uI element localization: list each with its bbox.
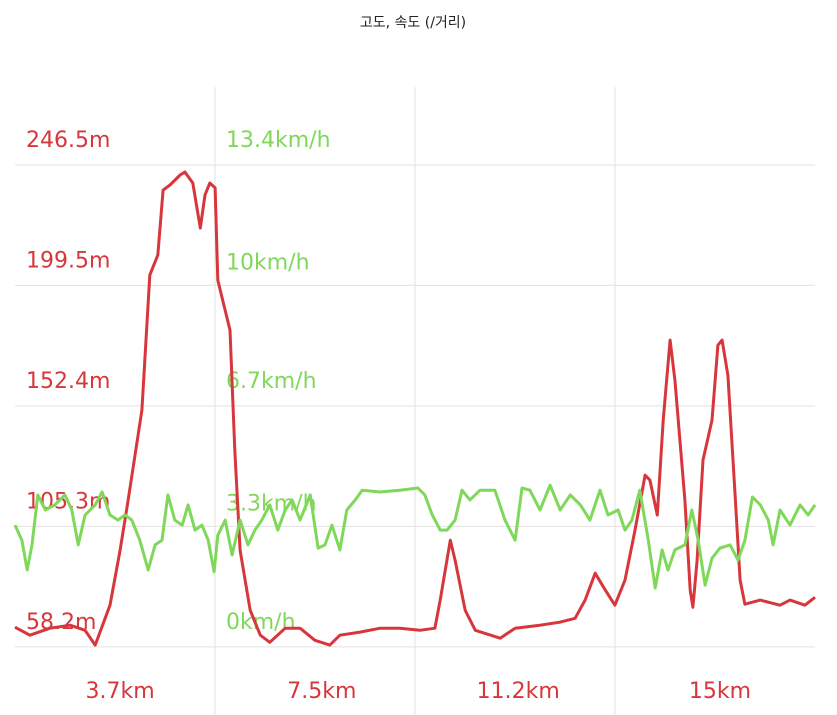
y2-tick-label: 6.7km/h (226, 369, 317, 394)
x-tick-label: 15km (689, 679, 751, 704)
chart-title: 고도, 속도 (/거리) (360, 15, 466, 31)
y-tick-label: 246.5m (26, 128, 110, 153)
x-tick-label: 7.5km (287, 679, 356, 704)
y2-tick-label: 0km/h (226, 610, 296, 635)
y2-tick-label: 13.4km/h (226, 128, 331, 153)
data-line (13, 483, 817, 590)
x-tick-label: 3.7km (86, 679, 155, 704)
y2-tick-label: 10km/h (226, 250, 310, 275)
y-tick-label: 152.4m (26, 369, 110, 394)
y-tick-label: 199.5m (26, 248, 110, 273)
x-tick-label: 11.2km (477, 679, 560, 704)
